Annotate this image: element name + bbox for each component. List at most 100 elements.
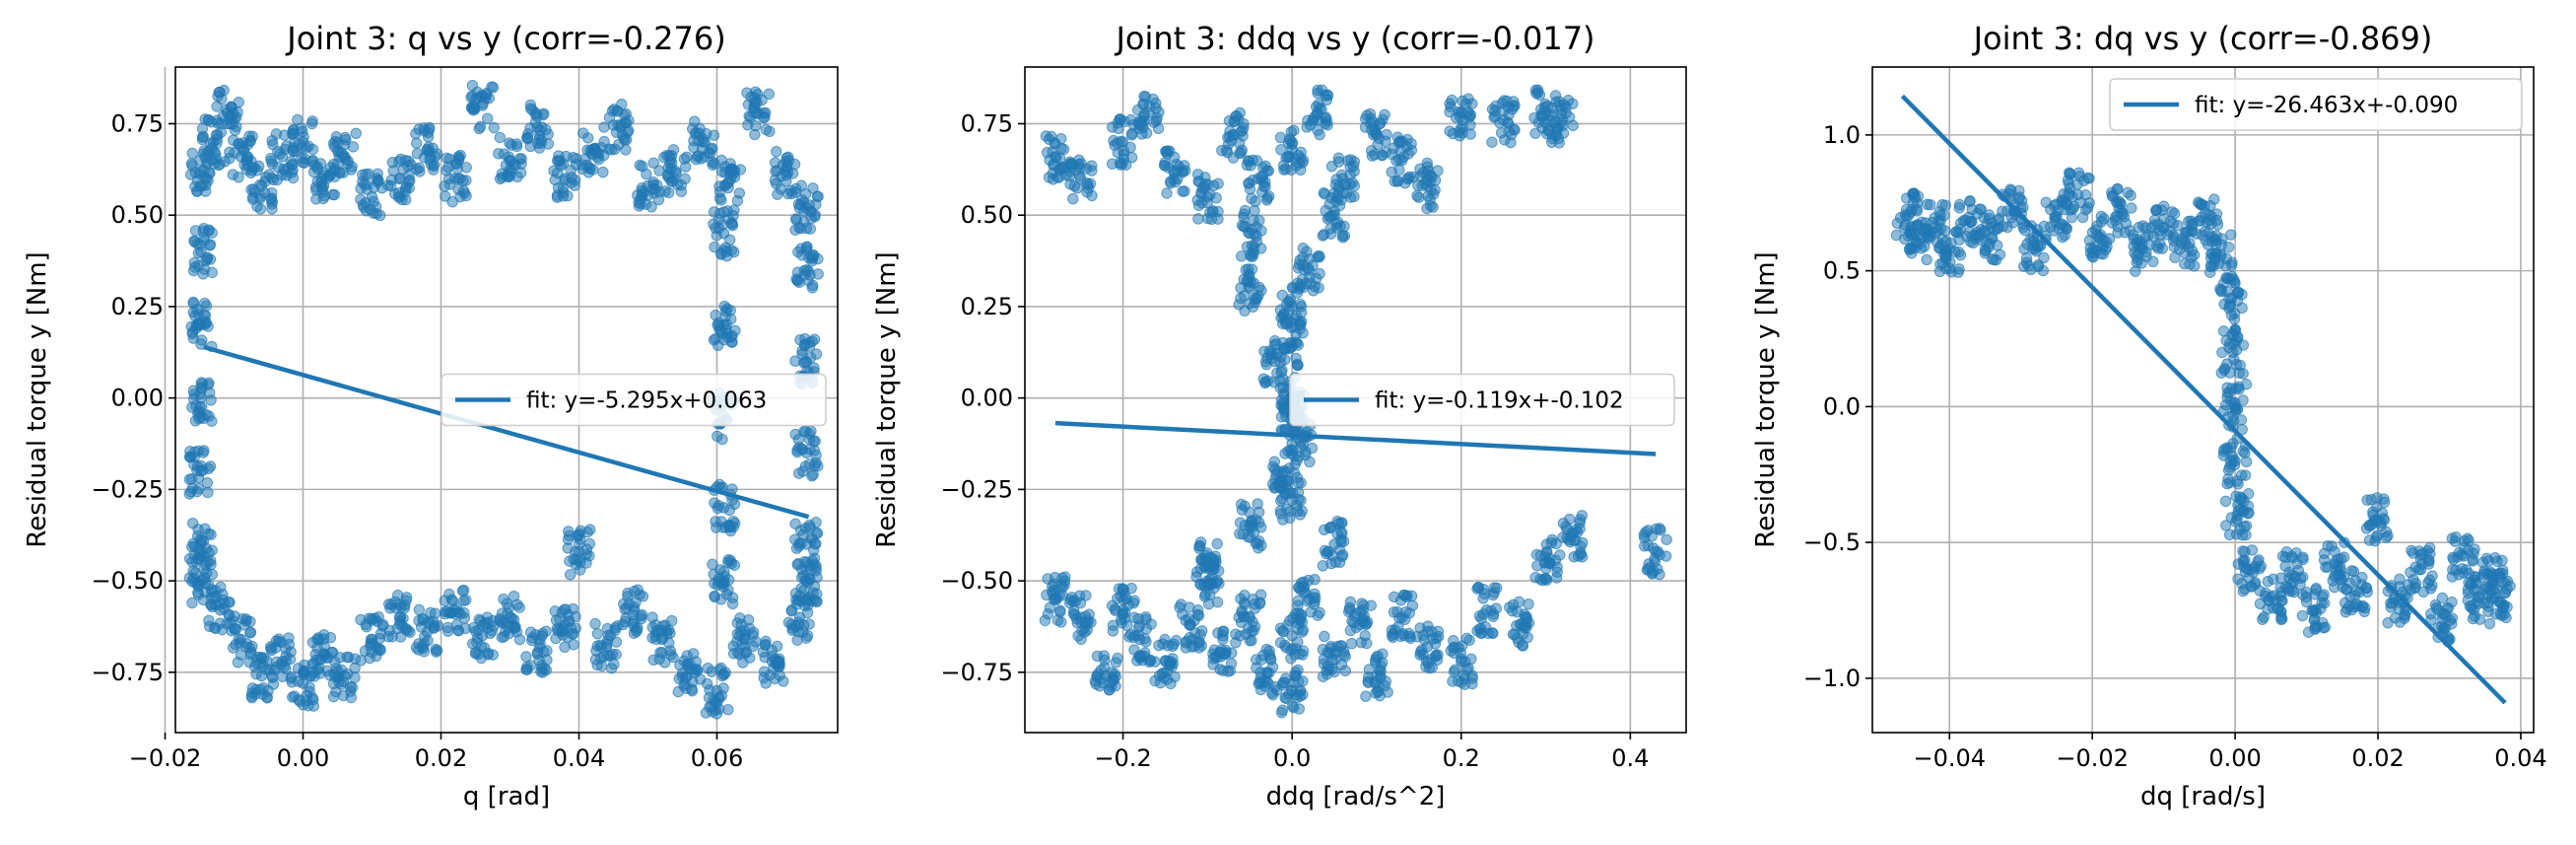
data-point <box>1118 153 1130 166</box>
data-point <box>2022 259 2035 272</box>
data-point <box>1109 604 1121 616</box>
data-point <box>286 159 299 171</box>
data-point <box>299 665 310 677</box>
data-point <box>1921 253 1932 266</box>
data-point <box>2064 188 2075 201</box>
data-point <box>2003 188 2015 200</box>
data-point <box>1243 274 1255 286</box>
data-point <box>244 648 257 661</box>
data-point <box>2217 325 2230 337</box>
data-point <box>712 500 725 512</box>
data-point <box>206 544 218 556</box>
data-point <box>1259 180 1271 192</box>
data-point <box>498 148 510 160</box>
data-point <box>425 151 437 163</box>
data-point <box>1490 582 1503 595</box>
data-point <box>454 149 466 162</box>
data-point <box>706 666 717 677</box>
data-point <box>709 590 720 602</box>
data-point <box>440 605 451 618</box>
data-point <box>2158 212 2170 225</box>
data-point <box>2122 186 2134 199</box>
data-point <box>1054 604 1066 616</box>
data-point <box>605 144 618 156</box>
data-point <box>610 636 623 648</box>
chart-title: Joint 3: q vs y (corr=-0.276) <box>285 20 725 57</box>
y-axis-label: Residual torque y [Nm] <box>23 251 52 547</box>
y-tick-label: 0.25 <box>111 293 164 320</box>
data-point <box>428 160 440 173</box>
data-point <box>1320 111 1332 123</box>
data-point <box>805 250 818 262</box>
data-point <box>2205 218 2217 230</box>
data-point <box>650 633 662 646</box>
data-point <box>1324 223 1336 235</box>
data-point <box>441 625 454 637</box>
data-point <box>185 320 197 333</box>
data-point <box>331 145 344 157</box>
data-point <box>659 185 671 197</box>
data-point <box>1538 557 1551 569</box>
data-point <box>204 460 217 472</box>
data-point <box>1072 630 1084 642</box>
data-point <box>2231 514 2243 526</box>
x-axis-label: q [rad] <box>463 782 550 811</box>
data-point <box>2208 193 2220 205</box>
data-point <box>1304 456 1316 468</box>
data-point <box>1279 676 1291 688</box>
data-point <box>1388 606 1400 618</box>
data-point <box>2224 455 2236 466</box>
data-point <box>731 628 743 640</box>
data-point <box>743 622 756 635</box>
data-point <box>1557 531 1569 543</box>
data-point <box>1104 676 1117 689</box>
data-point <box>2361 494 2373 506</box>
data-point <box>218 598 231 609</box>
y-tick-label: −0.75 <box>91 659 164 686</box>
data-point <box>2257 613 2269 625</box>
data-point <box>2237 368 2249 380</box>
data-point <box>1163 659 1176 671</box>
data-point <box>187 385 200 396</box>
data-point <box>1239 204 1252 217</box>
data-point <box>1274 622 1287 634</box>
data-point <box>567 151 579 164</box>
fit-line <box>203 344 810 520</box>
data-point <box>1430 650 1442 663</box>
data-point <box>1203 589 1216 600</box>
data-point <box>1191 608 1204 620</box>
data-point <box>771 145 782 158</box>
data-point <box>394 611 407 623</box>
data-point <box>723 519 735 531</box>
data-point <box>2409 578 2422 590</box>
data-point <box>1212 627 1224 639</box>
data-point <box>2062 174 2074 186</box>
data-point <box>622 587 634 599</box>
legend-label: fit: y=-0.119x+-0.102 <box>1375 388 1624 414</box>
data-point <box>1905 206 1917 218</box>
data-point <box>1162 145 1174 157</box>
data-point <box>723 504 736 517</box>
data-point <box>1304 271 1316 283</box>
data-point <box>439 595 451 606</box>
data-point <box>2448 553 2460 566</box>
data-point <box>2412 563 2425 576</box>
x-tick-label: −0.2 <box>1094 744 1151 772</box>
y-tick-label: 0.25 <box>961 293 1013 320</box>
data-point <box>760 123 772 136</box>
legend: fit: y=-0.119x+-0.102 <box>1289 373 1675 427</box>
data-point <box>2431 603 2444 615</box>
data-point <box>2227 327 2240 340</box>
data-point <box>720 246 733 257</box>
data-point <box>1193 642 1205 654</box>
data-point <box>266 158 278 170</box>
data-point <box>801 606 814 619</box>
data-point <box>372 176 383 188</box>
data-point <box>529 108 541 120</box>
data-point <box>2330 569 2341 582</box>
data-point <box>2236 492 2248 505</box>
fit-line <box>1054 420 1657 457</box>
data-point <box>265 193 277 205</box>
data-point <box>508 591 520 602</box>
data-point <box>2232 573 2244 585</box>
